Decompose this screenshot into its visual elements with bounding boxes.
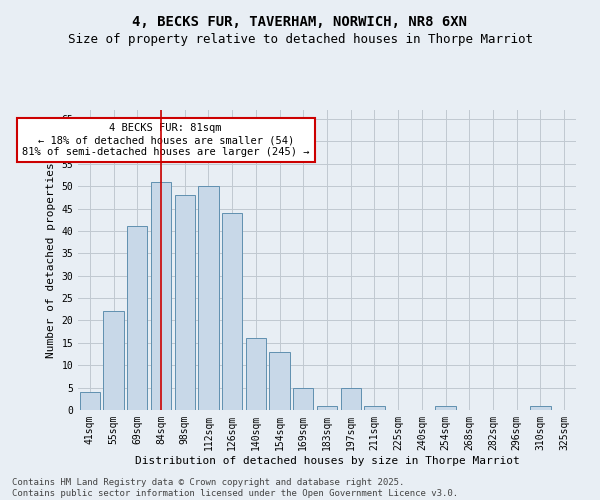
Text: Size of property relative to detached houses in Thorpe Marriot: Size of property relative to detached ho… xyxy=(67,32,533,46)
Bar xyxy=(436,406,455,410)
X-axis label: Distribution of detached houses by size in Thorpe Marriot: Distribution of detached houses by size … xyxy=(134,456,520,466)
Bar xyxy=(199,186,218,410)
Bar xyxy=(151,182,171,410)
Bar xyxy=(246,338,266,410)
Y-axis label: Number of detached properties: Number of detached properties xyxy=(46,162,56,358)
Bar xyxy=(80,392,100,410)
Bar xyxy=(103,312,124,410)
Bar xyxy=(222,213,242,410)
Bar xyxy=(364,406,385,410)
Text: Contains HM Land Registry data © Crown copyright and database right 2025.
Contai: Contains HM Land Registry data © Crown c… xyxy=(12,478,458,498)
Bar xyxy=(530,406,551,410)
Bar xyxy=(127,226,148,410)
Bar xyxy=(269,352,290,410)
Bar xyxy=(175,195,195,410)
Bar xyxy=(293,388,313,410)
Bar xyxy=(341,388,361,410)
Text: 4, BECKS FUR, TAVERHAM, NORWICH, NR8 6XN: 4, BECKS FUR, TAVERHAM, NORWICH, NR8 6XN xyxy=(133,15,467,29)
Bar xyxy=(317,406,337,410)
Text: 4 BECKS FUR: 81sqm
← 18% of detached houses are smaller (54)
81% of semi-detache: 4 BECKS FUR: 81sqm ← 18% of detached hou… xyxy=(22,124,310,156)
